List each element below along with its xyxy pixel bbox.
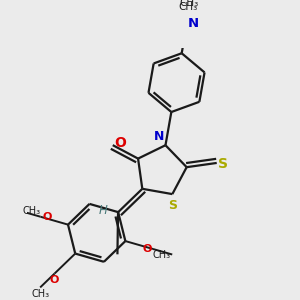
Text: H: H — [99, 204, 108, 218]
Text: O: O — [50, 275, 59, 285]
Text: O: O — [42, 212, 51, 222]
Text: O: O — [114, 136, 126, 149]
Text: O: O — [142, 244, 152, 254]
Text: CH₃: CH₃ — [31, 289, 49, 299]
Text: S: S — [218, 157, 228, 171]
Text: CH₃: CH₃ — [180, 0, 199, 8]
Text: N: N — [154, 130, 164, 142]
Text: CH₃: CH₃ — [22, 206, 40, 216]
Text: N: N — [188, 17, 199, 30]
Text: CH₃: CH₃ — [153, 250, 171, 260]
Text: CH₃: CH₃ — [179, 2, 198, 12]
Text: S: S — [168, 199, 177, 212]
